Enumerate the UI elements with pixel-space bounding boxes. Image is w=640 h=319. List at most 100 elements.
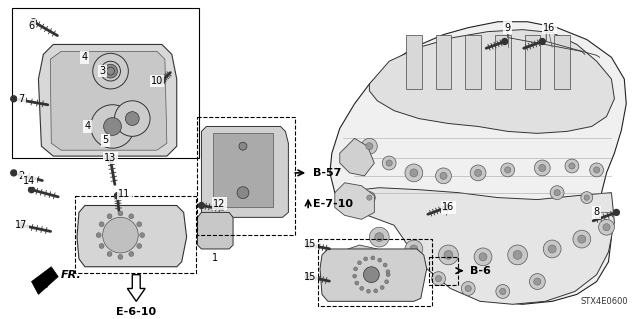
Circle shape xyxy=(550,186,564,200)
Circle shape xyxy=(534,278,541,285)
Bar xyxy=(213,133,273,207)
Circle shape xyxy=(95,210,146,261)
Text: 7: 7 xyxy=(19,94,25,104)
Text: 17: 17 xyxy=(15,220,28,230)
Bar xyxy=(525,34,540,89)
Circle shape xyxy=(29,187,35,193)
Circle shape xyxy=(554,189,560,196)
Circle shape xyxy=(239,142,247,150)
Circle shape xyxy=(111,225,131,245)
Circle shape xyxy=(410,245,418,253)
Text: 6: 6 xyxy=(28,21,35,31)
Text: 11: 11 xyxy=(118,189,131,199)
Circle shape xyxy=(581,192,593,204)
Circle shape xyxy=(603,224,610,231)
Circle shape xyxy=(438,245,458,265)
Circle shape xyxy=(573,230,591,248)
Circle shape xyxy=(99,243,104,249)
Text: 15: 15 xyxy=(304,272,316,282)
Circle shape xyxy=(229,179,257,206)
Text: STX4E0600: STX4E0600 xyxy=(580,297,628,306)
Circle shape xyxy=(107,251,112,256)
Circle shape xyxy=(358,261,362,265)
Circle shape xyxy=(99,222,104,227)
Polygon shape xyxy=(335,183,374,219)
Text: 13: 13 xyxy=(104,153,116,163)
Circle shape xyxy=(383,263,387,267)
Polygon shape xyxy=(336,245,387,278)
Polygon shape xyxy=(51,51,167,150)
Circle shape xyxy=(364,257,367,261)
Text: E-7-10: E-7-10 xyxy=(313,198,353,209)
Circle shape xyxy=(496,285,509,298)
Polygon shape xyxy=(127,275,145,301)
Bar xyxy=(554,34,570,89)
Circle shape xyxy=(91,105,134,148)
Circle shape xyxy=(367,289,371,293)
Polygon shape xyxy=(38,44,177,156)
Text: 10: 10 xyxy=(151,76,163,86)
Polygon shape xyxy=(369,30,614,133)
Circle shape xyxy=(137,243,141,249)
Circle shape xyxy=(355,281,359,285)
Circle shape xyxy=(118,211,123,216)
Bar xyxy=(12,8,200,158)
Text: FR.: FR. xyxy=(61,270,82,280)
Text: 5: 5 xyxy=(102,135,109,145)
Circle shape xyxy=(96,233,101,238)
Circle shape xyxy=(364,267,380,283)
Circle shape xyxy=(115,193,120,199)
Text: 16: 16 xyxy=(543,23,556,33)
Circle shape xyxy=(137,222,141,227)
Circle shape xyxy=(371,256,375,260)
Circle shape xyxy=(405,164,423,182)
Circle shape xyxy=(129,251,134,256)
Circle shape xyxy=(474,169,482,176)
Circle shape xyxy=(539,164,546,172)
Circle shape xyxy=(529,274,545,289)
Text: E-6-10: E-6-10 xyxy=(116,307,156,317)
Circle shape xyxy=(102,217,138,253)
Circle shape xyxy=(565,159,579,173)
Circle shape xyxy=(405,240,423,258)
Circle shape xyxy=(362,138,378,154)
Circle shape xyxy=(19,222,24,228)
Circle shape xyxy=(125,112,140,125)
Circle shape xyxy=(129,214,134,219)
Text: 12: 12 xyxy=(213,198,225,209)
Circle shape xyxy=(375,233,384,241)
Circle shape xyxy=(435,276,442,282)
Circle shape xyxy=(354,267,358,271)
Circle shape xyxy=(465,286,471,292)
Circle shape xyxy=(410,169,418,177)
Bar xyxy=(196,116,295,235)
Circle shape xyxy=(305,274,311,279)
Circle shape xyxy=(500,288,506,294)
Bar xyxy=(465,34,481,89)
Circle shape xyxy=(534,160,550,176)
Circle shape xyxy=(100,61,120,81)
Polygon shape xyxy=(330,22,627,304)
Circle shape xyxy=(578,235,586,243)
Text: 16: 16 xyxy=(442,203,454,212)
Circle shape xyxy=(436,168,451,184)
Bar xyxy=(429,257,458,285)
Text: 14: 14 xyxy=(24,176,36,186)
Circle shape xyxy=(548,245,556,253)
Circle shape xyxy=(198,203,204,208)
Circle shape xyxy=(107,67,115,75)
Circle shape xyxy=(351,255,391,294)
Text: 4: 4 xyxy=(84,122,91,131)
Circle shape xyxy=(385,280,388,284)
Circle shape xyxy=(386,270,390,274)
Circle shape xyxy=(11,96,17,102)
Text: 15: 15 xyxy=(304,239,316,249)
Circle shape xyxy=(513,250,522,259)
Circle shape xyxy=(104,64,118,78)
Circle shape xyxy=(502,39,508,44)
Circle shape xyxy=(382,156,396,170)
Circle shape xyxy=(115,101,150,136)
Circle shape xyxy=(378,258,381,262)
Text: 1: 1 xyxy=(212,253,218,263)
Polygon shape xyxy=(198,212,233,249)
